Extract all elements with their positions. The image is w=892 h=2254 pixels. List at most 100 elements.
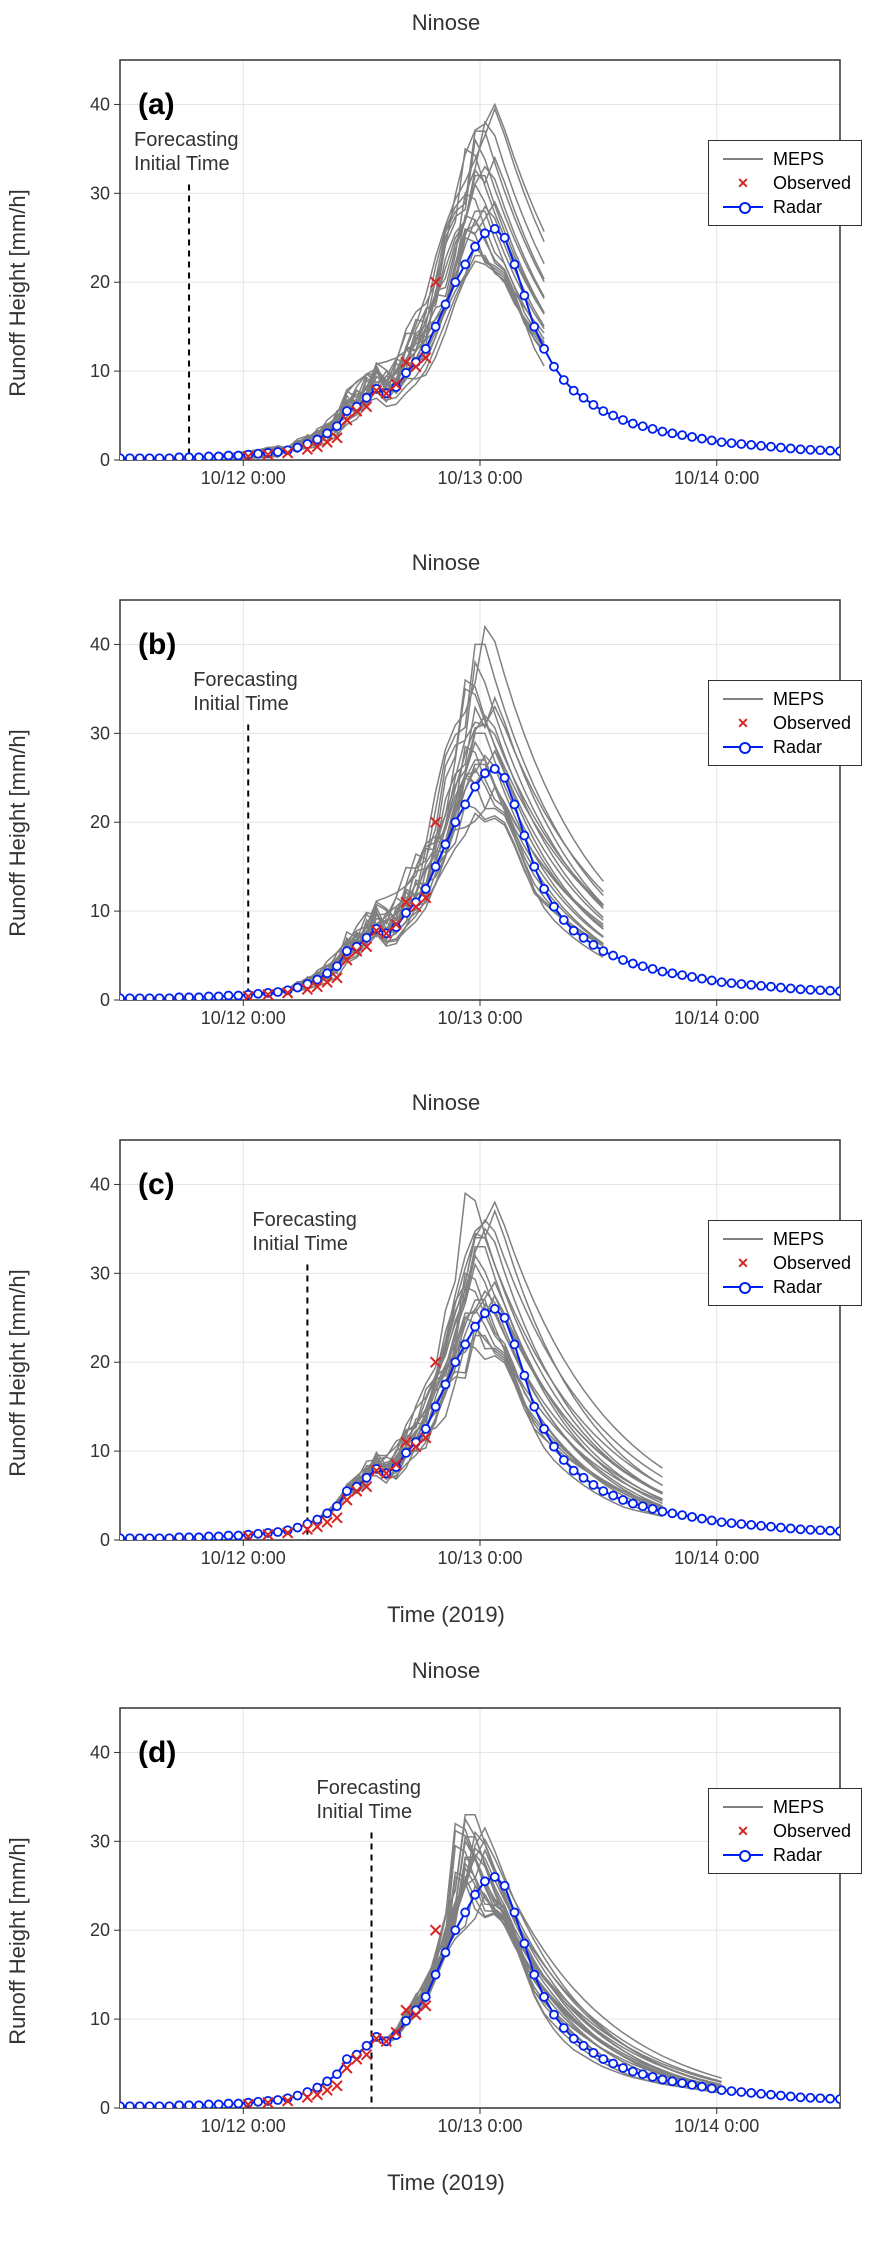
radar-marker	[422, 885, 430, 893]
y-tick-label: 0	[100, 2098, 110, 2118]
radar-marker	[422, 1993, 430, 2001]
y-axis-label: Runoff Height [mm/h]	[5, 1837, 31, 2044]
radar-marker	[313, 436, 321, 444]
radar-marker	[530, 323, 538, 331]
radar-marker	[816, 2094, 824, 2102]
radar-marker	[668, 969, 676, 977]
observed-swatch-icon: ✕	[719, 1821, 767, 1841]
radar-marker	[550, 2011, 558, 2019]
radar-marker	[787, 444, 795, 452]
meps-line	[120, 1327, 663, 1539]
radar-marker	[224, 452, 232, 460]
radar-marker	[678, 1511, 686, 1519]
meps-line	[120, 747, 603, 999]
radar-marker	[402, 1449, 410, 1457]
plot-container: Runoff Height [mm/h]01020304010/12 0:001…	[10, 580, 882, 1060]
radar-marker	[639, 1502, 647, 1510]
radar-marker	[215, 2100, 223, 2108]
radar-marker	[215, 452, 223, 460]
radar-marker	[422, 345, 430, 353]
meps-line	[120, 1841, 722, 2106]
radar-marker	[441, 1948, 449, 1956]
radar-marker	[609, 2060, 617, 2068]
radar-marker	[441, 300, 449, 308]
radar-marker	[589, 1481, 597, 1489]
radar-marker	[806, 986, 814, 994]
radar-marker	[343, 1487, 351, 1495]
radar-marker	[708, 1516, 716, 1524]
legend-label: Observed	[773, 1253, 851, 1274]
radar-marker	[136, 1534, 144, 1542]
radar-marker	[757, 2090, 765, 2098]
radar-marker	[777, 2092, 785, 2100]
meps-line	[120, 1304, 663, 1538]
radar-marker	[540, 885, 548, 893]
legend-label: MEPS	[773, 149, 824, 170]
radar-marker	[718, 978, 726, 986]
radar-marker	[323, 2077, 331, 2085]
radar-marker	[550, 1443, 558, 1451]
radar-marker	[155, 2102, 163, 2110]
radar-marker	[619, 1496, 627, 1504]
radar-marker	[234, 2100, 242, 2108]
panel-title: Ninose	[10, 10, 882, 36]
radar-marker	[254, 450, 262, 458]
radar-marker	[205, 1532, 213, 1540]
radar-marker	[589, 2049, 597, 2057]
y-tick-label: 20	[90, 1352, 110, 1372]
radar-marker	[402, 2017, 410, 2025]
radar-marker	[451, 818, 459, 826]
legend-item-meps: MEPS	[719, 687, 851, 711]
radar-marker	[639, 2070, 647, 2078]
radar-marker	[718, 1518, 726, 1526]
radar-marker	[777, 984, 785, 992]
x-tick-label: 10/13 0:00	[437, 1008, 522, 1028]
radar-marker	[649, 1505, 657, 1513]
radar-marker	[165, 2102, 173, 2110]
radar-marker	[658, 968, 666, 976]
x-tick-label: 10/12 0:00	[201, 1008, 286, 1028]
x-tick-label: 10/12 0:00	[201, 2116, 286, 2136]
radar-marker	[530, 1971, 538, 1979]
radar-marker	[215, 1532, 223, 1540]
radar-marker	[471, 1323, 479, 1331]
radar-marker	[333, 2070, 341, 2078]
panel-a: NinoseRunoff Height [mm/h]01020304010/12…	[10, 10, 882, 520]
radar-marker	[126, 2102, 134, 2110]
meps-line	[120, 1344, 663, 1538]
radar-marker	[165, 1534, 173, 1542]
radar-marker	[333, 962, 341, 970]
legend-item-observed: ✕ Observed	[719, 711, 851, 735]
radar-marker	[570, 927, 578, 935]
radar-marker	[629, 420, 637, 428]
meps-line	[120, 1296, 663, 1539]
radar-marker	[224, 992, 232, 1000]
radar-marker	[432, 1971, 440, 1979]
radar-marker	[461, 1908, 469, 1916]
radar-marker	[737, 1520, 745, 1528]
radar-marker	[146, 1534, 154, 1542]
forecast-label: ForecastingInitial Time	[134, 128, 239, 176]
y-tick-label: 30	[90, 1263, 110, 1283]
radar-marker	[658, 1508, 666, 1516]
radar-marker	[609, 412, 617, 420]
radar-marker	[678, 971, 686, 979]
legend-label: Observed	[773, 713, 851, 734]
radar-marker	[511, 1340, 519, 1348]
radar-swatch-icon	[719, 1277, 767, 1297]
radar-marker	[461, 260, 469, 268]
observed-swatch-icon: ✕	[719, 1253, 767, 1273]
radar-marker	[146, 454, 154, 462]
radar-marker	[649, 2073, 657, 2081]
radar-marker	[126, 994, 134, 1002]
forecast-label: ForecastingInitial Time	[193, 668, 298, 716]
radar-marker	[570, 1467, 578, 1475]
y-tick-label: 10	[90, 1441, 110, 1461]
radar-marker	[224, 2100, 232, 2108]
legend-item-radar: Radar	[719, 1843, 851, 1867]
observed-swatch-icon: ✕	[719, 713, 767, 733]
radar-marker	[619, 956, 627, 964]
meps-line	[120, 1309, 663, 1538]
radar-marker	[520, 1372, 528, 1380]
observed-marker	[342, 2063, 352, 2073]
